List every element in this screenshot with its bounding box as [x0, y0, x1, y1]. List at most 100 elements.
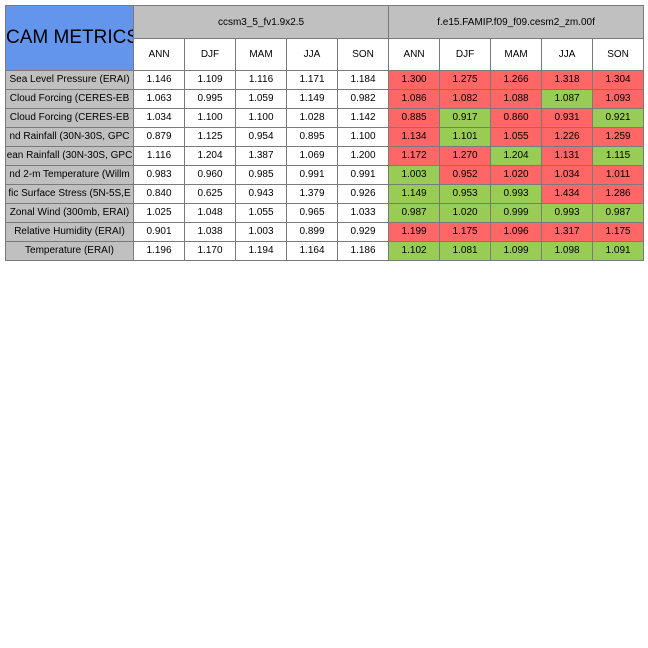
test-value-cell-worse: 1.304: [592, 70, 645, 90]
test-value-cell-worse: 1.226: [541, 127, 594, 147]
season-header-son: SON: [592, 38, 645, 71]
table-row: Cloud Forcing (CERES-EB 1.034 1.100 1.100 1.…: [5, 108, 645, 128]
baseline-value-cell: 0.895: [286, 127, 338, 147]
baseline-value-cell: 0.943: [235, 184, 287, 204]
test-value-cell-worse: 1.317: [541, 222, 594, 242]
row-label: Relative Humidity (ERAI): [5, 222, 134, 242]
test-value-cell-worse: 1.266: [490, 70, 543, 90]
test-value-cell-worse: 1.131: [541, 146, 594, 166]
season-header-mam: MAM: [235, 38, 287, 71]
test-value-cell-better: 0.953: [439, 184, 492, 204]
baseline-value-cell: 1.164: [286, 241, 338, 261]
baseline-value-cell: 0.899: [286, 222, 338, 242]
baseline-value-cell: 1.063: [133, 89, 185, 109]
baseline-value-cell: 0.983: [133, 165, 185, 185]
test-value-cell-worse: 1.199: [388, 222, 441, 242]
row-label: Temperature (ERAI): [5, 241, 134, 261]
test-value-cell-better: 0.993: [490, 184, 543, 204]
test-value-cell-better: 1.149: [388, 184, 441, 204]
case-header-baseline: ccsm3_5_fv1.9x2.5: [132, 5, 390, 39]
test-value-cell-worse: 1.082: [439, 89, 492, 109]
test-value-cell-better: 0.987: [388, 203, 441, 223]
baseline-value-cell: 1.100: [235, 108, 287, 128]
baseline-value-cell: 1.055: [235, 203, 287, 223]
test-value-cell-better: 1.204: [490, 146, 543, 166]
test-value-cell-worse: 0.860: [490, 108, 543, 128]
test-value-cell-better: 1.099: [490, 241, 543, 261]
baseline-value-cell: 1.196: [133, 241, 185, 261]
baseline-value-cell: 1.194: [235, 241, 287, 261]
baseline-value-cell: 1.025: [133, 203, 185, 223]
baseline-value-cell: 1.149: [286, 89, 338, 109]
table-row: ean Rainfall (30N-30S, GPC 1.116 1.204 1.38…: [5, 146, 645, 166]
case-header-test: f.e15.FAMIP.f09_f09.cesm2_zm.00f: [388, 5, 645, 39]
test-value-cell-worse: 1.270: [439, 146, 492, 166]
row-label: ean Rainfall (30N-30S, GPC: [5, 146, 134, 166]
row-label: Cloud Forcing (CERES-EB: [5, 108, 134, 128]
table-row: Temperature (ERAI) 1.196 1.170 1.194 1.164 1.…: [5, 241, 645, 261]
season-header-son: SON: [336, 38, 390, 71]
baseline-value-cell: 1.184: [336, 70, 390, 90]
baseline-value-cell: 1.069: [286, 146, 338, 166]
test-value-cell-worse: 1.034: [541, 165, 594, 185]
test-value-cell-worse: 0.931: [541, 108, 594, 128]
test-value-cell-worse: 1.286: [592, 184, 645, 204]
baseline-value-cell: 0.960: [184, 165, 236, 185]
row-label-text: Relative Humidity (ERAI): [14, 226, 125, 237]
test-value-cell-better: 1.091: [592, 241, 645, 261]
baseline-value-cell: 0.625: [184, 184, 236, 204]
baseline-value-cell: 1.116: [133, 146, 185, 166]
test-value-cell-better: 1.087: [541, 89, 594, 109]
test-value-cell-better: 0.993: [541, 203, 594, 223]
table-row: Cloud Forcing (CERES-EB 1.063 0.995 1.059 1.…: [5, 89, 645, 109]
row-label-text: Cloud Forcing (CERES-EB: [9, 93, 130, 104]
table-row: fic Surface Stress (5N-5S,E 0.840 0.625 0.9…: [5, 184, 645, 204]
baseline-value-cell: 0.926: [336, 184, 390, 204]
baseline-value-cell: 0.954: [235, 127, 287, 147]
baseline-value-cell: 1.200: [336, 146, 390, 166]
baseline-value-cell: 1.048: [184, 203, 236, 223]
test-value-cell-better: 1.020: [439, 203, 492, 223]
test-value-cell-worse: 1.096: [490, 222, 543, 242]
row-label: Sea Level Pressure (ERAI): [5, 70, 134, 90]
season-header-ann: ANN: [388, 38, 441, 71]
baseline-value-cell: 1.003: [235, 222, 287, 242]
season-header-djf: DJF: [184, 38, 236, 71]
baseline-value-cell: 1.125: [184, 127, 236, 147]
test-value-cell-better: 1.115: [592, 146, 645, 166]
row-label: nd 2-m Temperature (Willm: [5, 165, 134, 185]
row-label-text: fic Surface Stress (5N-5S,E: [8, 188, 131, 199]
baseline-value-cell: 1.100: [336, 127, 390, 147]
row-label-text: Zonal Wind (300mb, ERAI): [9, 207, 130, 218]
season-header-mam: MAM: [490, 38, 543, 71]
case-header-row: CAM METRICS ccsm3_5_fv1.9x2.5 f.e15.FAMI…: [5, 5, 645, 71]
test-value-cell-worse: 1.011: [592, 165, 645, 185]
baseline-value-cell: 1.186: [336, 241, 390, 261]
table-row: Zonal Wind (300mb, ERAI) 1.025 1.048 1.055 0…: [5, 203, 645, 223]
test-value-cell-worse: 1.086: [388, 89, 441, 109]
table-title: CAM METRICS: [5, 5, 134, 71]
baseline-value-cell: 0.879: [133, 127, 185, 147]
season-header-jja: JJA: [541, 38, 594, 71]
test-value-cell-better: 1.003: [388, 165, 441, 185]
season-header-row: ANN DJF MAM JJA SON ANN DJF MAM JJA SON: [6, 38, 645, 71]
table-row: Sea Level Pressure (ERAI) 1.146 1.109 1.116…: [5, 70, 645, 90]
test-value-cell-better: 0.999: [490, 203, 543, 223]
test-value-cell-worse: 1.134: [388, 127, 441, 147]
baseline-value-cell: 0.840: [133, 184, 185, 204]
row-label-text: ean Rainfall (30N-30S, GPC: [6, 150, 133, 161]
baseline-value-cell: 1.171: [286, 70, 338, 90]
test-value-cell-better: 1.101: [439, 127, 492, 147]
test-value-cell-better: 1.081: [439, 241, 492, 261]
row-label-text: nd 2-m Temperature (Willm: [9, 169, 130, 180]
row-label: fic Surface Stress (5N-5S,E: [5, 184, 134, 204]
test-value-cell-worse: 1.434: [541, 184, 594, 204]
baseline-value-cell: 1.059: [235, 89, 287, 109]
baseline-value-cell: 0.991: [336, 165, 390, 185]
season-header-jja: JJA: [286, 38, 338, 71]
baseline-value-cell: 1.033: [336, 203, 390, 223]
baseline-value-cell: 0.982: [336, 89, 390, 109]
row-label-text: nd Rainfall (30N-30S, GPC: [9, 131, 130, 142]
table-row: Relative Humidity (ERAI) 0.901 1.038 1.003 0…: [5, 222, 645, 242]
test-value-cell-better: 0.987: [592, 203, 645, 223]
